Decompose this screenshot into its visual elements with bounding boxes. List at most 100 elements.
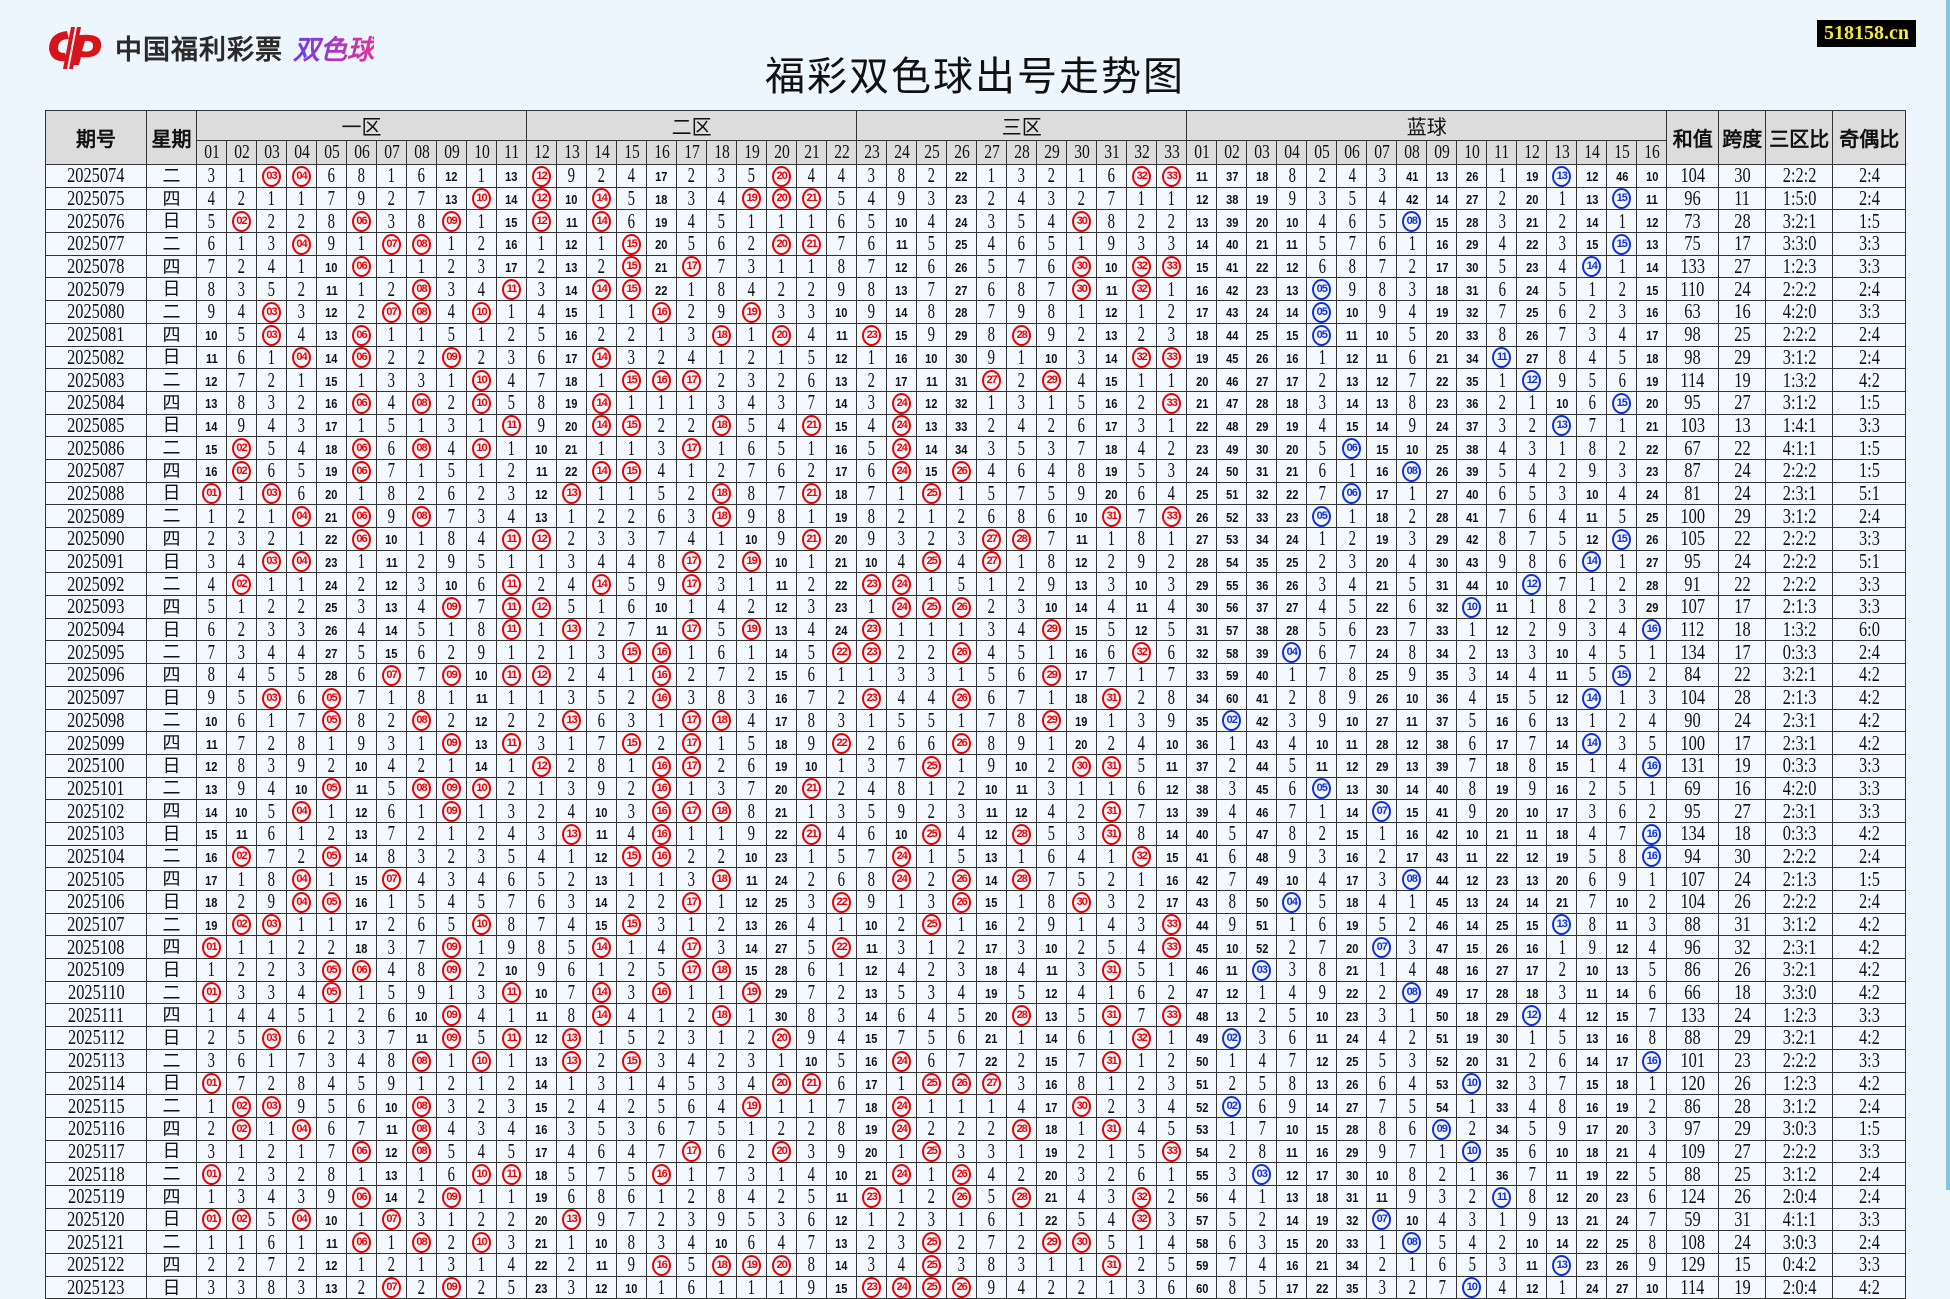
red-ball-circle: 14 [592,415,611,436]
blue-omission-cell: 23 [1427,391,1457,414]
blue-omission-cell: 4 [1397,959,1427,982]
blue-omission-cell: 3 [1457,664,1487,687]
red-omission-cell: 23 [827,596,857,619]
red-omission-cell: 14 [377,618,407,641]
red-omission-cell: 21 [977,1027,1007,1050]
issue-number: 2025101 [46,777,147,800]
red-drawn-cell: 02 [227,913,257,936]
red-drawn-cell: 31 [1097,505,1127,528]
red-omission-cell: 8 [707,686,737,709]
sum-value: 112 [1667,618,1719,641]
red-omission-cell: 2 [527,255,557,278]
red-ball-circle: 15 [622,733,641,754]
red-ball-circle: 20 [772,1028,791,1049]
blue-omission-cell: 38 [1427,732,1457,755]
red-omission-cell: 4 [557,913,587,936]
blue-omission-cell: 10 [1307,1004,1337,1027]
red-omission-cell: 7 [857,482,887,505]
red-omission-cell: 12 [767,596,797,619]
header-red-28: 28 [1007,141,1037,165]
red-omission-cell: 1 [587,1027,617,1050]
blue-omission-cell: 6 [1367,233,1397,256]
issue-number: 2025110 [46,981,147,1004]
blue-omission-cell: 9 [1307,981,1337,1004]
blue-drawn-cell: 05 [1307,278,1337,301]
red-drawn-cell: 23 [857,573,887,596]
red-ball-circle: 14 [592,937,611,958]
red-drawn-cell: 21 [797,414,827,437]
red-drawn-cell: 10 [467,187,497,210]
red-omission-cell: 16 [887,346,917,369]
blue-omission-cell: 8 [1487,528,1517,551]
red-omission-cell: 34 [947,437,977,460]
red-omission-cell: 2 [797,459,827,482]
red-omission-cell: 2 [917,165,947,188]
red-drawn-cell: 11 [497,414,527,437]
blue-omission-cell: 50 [1217,459,1247,482]
red-omission-cell: 13 [197,777,227,800]
zone-ratio-value: 2:3:1 [1766,709,1833,732]
red-omission-cell: 2 [647,346,677,369]
red-omission-cell: 8 [527,391,557,414]
red-omission-cell: 9 [227,777,257,800]
red-drawn-cell: 15 [617,732,647,755]
red-omission-cell: 1 [197,959,227,982]
weekday: 日 [147,891,197,914]
blue-omission-cell: 29 [1487,1004,1517,1027]
red-omission-cell: 2 [317,822,347,845]
red-drawn-cell: 09 [437,596,467,619]
blue-omission-cell: 41 [1247,686,1277,709]
blue-omission-cell: 6 [1277,1027,1307,1050]
red-ball-circle: 27 [982,370,1001,391]
draw-row: 2025083 二 12 7 2 1 15 1 3 3 1 10 4 7 18 1 15 16 17 2 3 2 6 13 2 1… [46,369,1906,392]
red-omission-cell: 4 [887,550,917,573]
draw-row: 2025075 四 4 2 1 1 7 9 2 7 13 10 14 12 10 14 5 18 3 4 19 20 21 5… [46,187,1906,210]
red-omission-cell: 1 [617,482,647,505]
red-omission-cell: 2 [827,777,857,800]
red-omission-cell: 5 [197,596,227,619]
red-omission-cell: 6 [947,1027,977,1050]
red-omission-cell: 3 [257,233,287,256]
red-omission-cell: 2 [587,255,617,278]
red-ball-circle: 14 [592,393,611,414]
red-omission-cell: 6 [617,210,647,233]
red-omission-cell: 6 [257,822,287,845]
red-ball-circle: 11 [502,982,521,1003]
red-omission-cell: 1 [677,822,707,845]
red-omission-cell: 3 [377,210,407,233]
header-red-10: 10 [467,141,497,165]
red-drawn-cell: 16 [647,754,677,777]
red-omission-cell: 1 [287,528,317,551]
red-omission-cell: 8 [347,709,377,732]
blue-omission-cell: 3 [1247,1027,1277,1050]
red-ball-circle: 22 [832,892,851,913]
blue-omission-cell: 44 [1457,573,1487,596]
blue-drawn-cell: 04 [1277,891,1307,914]
zone-ratio-value: 3:2:1 [1766,959,1833,982]
draw-row: 2025096 四 8 4 5 5 28 6 07 7 09 10 11 12 2 4 1 16 2 7 2 15 6 1 1 3… [46,664,1906,687]
header-zone-ratio: 三区比 [1766,111,1833,165]
blue-omission-cell: 1 [1487,369,1517,392]
issue-number: 2025105 [46,868,147,891]
red-omission-cell: 6 [1097,641,1127,664]
blue-omission-cell: 6 [1487,482,1517,505]
red-omission-cell: 15 [917,459,947,482]
span-value: 18 [1719,981,1766,1004]
red-ball-circle: 06 [352,211,371,232]
red-omission-cell: 5 [257,664,287,687]
zone-ratio-value: 2:2:2 [1766,550,1833,573]
weekday: 二 [147,505,197,528]
zone-ratio-value: 1:4:1 [1766,414,1833,437]
red-ball-circle: 08 [412,506,431,527]
red-drawn-cell: 05 [317,891,347,914]
span-value: 29 [1719,505,1766,528]
red-omission-cell: 6 [887,732,917,755]
red-ball-circle: 14 [592,279,611,300]
red-omission-cell: 19 [1097,459,1127,482]
weekday: 日 [147,618,197,641]
red-omission-cell: 5 [617,573,647,596]
blue-ball-circle: 02 [1222,710,1241,731]
red-drawn-cell: 14 [587,346,617,369]
red-ball-circle: 08 [412,778,431,799]
red-drawn-cell: 09 [437,936,467,959]
